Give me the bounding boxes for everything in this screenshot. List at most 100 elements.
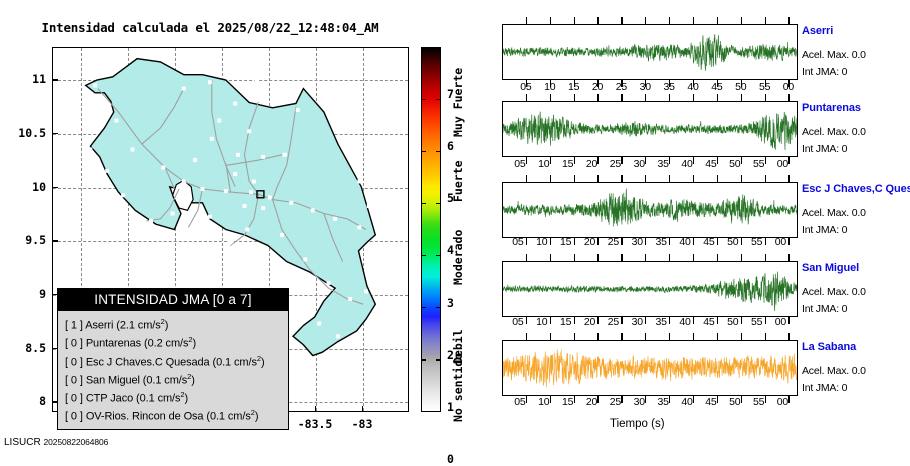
waveform-tick-label: 05	[512, 316, 524, 328]
legend-row-tail: )	[184, 392, 189, 405]
legend-row-unit-exponent: 2	[187, 371, 192, 381]
map-y-tick-label: 11	[32, 72, 46, 87]
colorbar-tick	[436, 359, 441, 361]
legend-row-unit-exponent: 2	[180, 390, 185, 399]
waveform-tick-label: 55	[750, 316, 763, 328]
waveform-tick-label: 15	[567, 81, 580, 93]
colorbar-tick	[436, 202, 441, 205]
waveform-tick-label: 00	[776, 396, 789, 408]
map-x-tick-label: -83.5	[297, 417, 333, 431]
waveform-tick-label: 20	[583, 236, 596, 248]
legend-row: [ 1 ] Aserri (2.1 cm/s2)	[65, 315, 288, 333]
waveform-tick-labels: 05 10 15 20 25 30 35 40 45 50 55 00	[494, 236, 790, 249]
colorbar-tick	[421, 150, 426, 152]
colorbar-category-label: Debil	[451, 328, 465, 364]
legend-row-level: [ 0 ]	[65, 410, 86, 423]
waveform-station-name[interactable]: Aserri	[802, 25, 834, 37]
waveform-tick-row-top	[502, 254, 798, 261]
map-y-tick-mark	[52, 79, 58, 81]
legend-row: [ 0 ] Esc J Chaves.C Quesada (0.1 cm/s2)	[65, 352, 288, 370]
colorbar-tick	[421, 254, 426, 257]
waveform-tick-labels: 05 10 15 20 25 30 35 40 45 50 55 00	[496, 396, 792, 409]
map-y-tick-label: 9	[39, 286, 46, 301]
waveform-tick-row-top	[502, 175, 798, 182]
legend-row-station: OV-Rios. Rincon de Osa (0.1 cm/s	[85, 410, 251, 423]
waveform-tick-label: 20	[591, 81, 604, 93]
waveform-accel-max: Acel. Max. 0.0	[802, 126, 866, 138]
waveform-tick-label: 35	[657, 158, 669, 170]
waveform-int-jma: Int JMA: 0	[802, 303, 848, 315]
waveform-tick-label: 50	[727, 236, 739, 248]
waveform-tick-row-bottom	[502, 396, 798, 403]
legend-row-station: Aserri (2.1 cm/s	[85, 319, 161, 332]
map-x-tick-label: -83	[351, 417, 373, 431]
colorbar-tick	[436, 98, 441, 100]
waveform-tick-label: 05	[514, 396, 526, 408]
waveform-tick-label: 45	[703, 236, 715, 248]
waveform-trace	[503, 34, 797, 71]
legend-row-level: [ 1 ]	[65, 319, 86, 332]
waveform-tick-labels: 05 10 15 20 25 30 35 40 45 50 55 00	[502, 81, 798, 94]
legend-row: [ 0 ] CTP Jaco (0.1 cm/s2)	[65, 388, 288, 406]
waveform-tick-row-top	[502, 17, 798, 24]
waveform-tick-row-top	[502, 333, 798, 340]
waveform-tick-label: 40	[679, 236, 691, 248]
waveform-station-name[interactable]: La Sabana	[802, 341, 857, 353]
waveform-station-name[interactable]: Esc J Chaves,C Quesada	[802, 183, 910, 195]
waveform-tick-label: 25	[607, 316, 619, 328]
waveform-tick-label: 55	[752, 158, 765, 170]
waveform-tick-row-bottom	[502, 157, 798, 164]
waveform-tick-label: 05	[520, 81, 532, 93]
waveform-tick-label: 50	[727, 316, 739, 328]
waveform-tick-row-top	[502, 94, 798, 101]
waveform-tick-label: 45	[705, 158, 717, 170]
waveform-accel-max: Acel. Max. 0.0	[802, 49, 866, 61]
waveform-panel[interactable]	[502, 24, 798, 80]
waveform-tick-label: 45	[705, 396, 717, 408]
colorbar-tick	[436, 307, 441, 309]
map-y-tick-label: 10	[32, 179, 46, 194]
colorbar-tick-number: 1	[447, 399, 454, 414]
legend-row-station: CTP Jaco (0.1 cm/s	[85, 392, 181, 405]
map-y-tick-label: 10.5	[18, 125, 46, 140]
waveform-tick-label: 30	[633, 396, 645, 408]
legend-row-level: [ 0 ]	[65, 337, 86, 350]
waveform-tick-label: 55	[752, 396, 765, 408]
waveform-panel[interactable]	[502, 182, 798, 238]
waveform-panel[interactable]	[502, 101, 798, 157]
map-y-tick-mark	[52, 401, 58, 403]
waveform-station-name[interactable]: Puntarenas	[802, 102, 861, 114]
waveform-int-jma: Int JMA: 0	[802, 143, 848, 155]
waveform-tick-label: 20	[583, 316, 596, 328]
waveform-tick-label: 10	[536, 316, 548, 328]
waveform-tick-label: 15	[559, 236, 572, 248]
waveform-panel[interactable]	[502, 261, 798, 317]
waveform-tick-label: 00	[774, 236, 787, 248]
page-title: Intensidad calculada el 2025/08/22_12:48…	[41, 20, 379, 35]
legend-row-unit-exponent: 2	[188, 335, 193, 345]
waveform-tick-label: 25	[609, 158, 621, 170]
waveform-tick-label: 10	[536, 236, 548, 248]
waveform-accel-max: Acel. Max. 0.0	[802, 207, 866, 219]
waveform-tick-label: 30	[631, 236, 643, 248]
waveform-panel[interactable]	[502, 340, 798, 396]
footer-timestamp: 20250822064806	[43, 437, 109, 447]
legend-row-level: [ 0 ]	[65, 374, 86, 387]
legend-title: INTENSIDAD JMA [0 a 7]	[58, 289, 288, 311]
waveform-tick-label: 50	[729, 158, 741, 170]
intensity-legend-box: INTENSIDAD JMA [0 a 7] [ 1 ] Aserri (2.1…	[57, 288, 289, 430]
map-y-tick-mark	[52, 132, 58, 135]
waveform-tick-label: 20	[585, 396, 598, 408]
waveform-tick-label: 20	[585, 158, 598, 170]
footer-org: LISUCR	[4, 437, 41, 448]
legend-row-tail: )	[260, 356, 265, 369]
waveform-tick-label: 30	[633, 158, 645, 170]
colorbar-tick	[436, 254, 441, 257]
map-y-tick-label: 8.5	[25, 340, 46, 355]
map-y-tick-label: 8	[39, 394, 46, 409]
waveform-accel-max: Acel. Max. 0.0	[802, 286, 866, 298]
waveform-tick-label: 05	[512, 236, 524, 248]
waveform-tick-label: 45	[711, 81, 723, 93]
waveform-station-name[interactable]: San Miguel	[802, 262, 860, 274]
colorbar-tick-number: 3	[447, 295, 454, 310]
